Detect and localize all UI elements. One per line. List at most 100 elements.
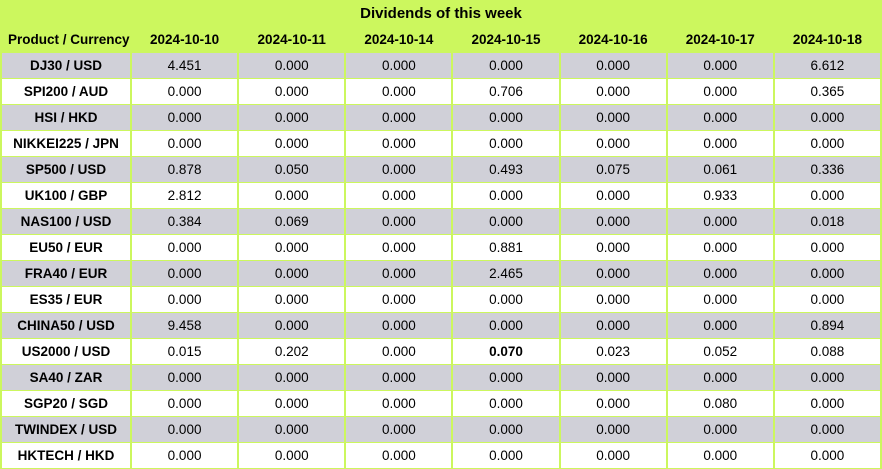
value-cell: 0.088 [772,338,882,365]
value-cell: 0.000 [129,260,240,287]
value-cell: 0.933 [665,182,775,209]
table-header-row: Product / Currency 2024-10-10 2024-10-11 2… [1,27,881,53]
value-cell: 0.493 [451,156,561,183]
value-cell: 0.000 [129,234,240,261]
product-cell: NIKKEI225 / JPN [0,130,132,157]
value-cell: 0.000 [558,208,668,235]
product-cell: SPI200 / AUD [0,78,132,105]
value-cell: 0.000 [772,260,882,287]
value-cell: 0.000 [558,364,668,391]
table-row: FRA40 / EUR 0.000 0.000 0.000 2.465 0.000 0.00… [0,260,882,287]
value-cell: 0.000 [344,156,454,183]
value-cell: 0.000 [558,442,668,469]
value-cell: 0.000 [451,286,561,313]
value-cell: 0.000 [451,52,561,79]
table-row: NAS100 / USD 0.384 0.069 0.000 0.000 0.000 0.0… [0,208,882,235]
table-row: SA40 / ZAR 0.000 0.000 0.000 0.000 0.000 0.000… [0,364,882,391]
table-row: UK100 / GBP 2.812 0.000 0.000 0.000 0.000 0.93… [0,182,882,209]
table-row: HKTECH / HKD 0.000 0.000 0.000 0.000 0.000 0.0… [0,442,882,469]
value-cell: 0.000 [451,442,561,469]
value-cell: 0.000 [772,442,882,469]
date-header-cell: 2024-10-14 [345,27,453,53]
value-cell: 0.000 [129,104,240,131]
value-cell: 0.061 [665,156,775,183]
value-cell: 0.075 [558,156,668,183]
value-cell: 0.000 [772,234,882,261]
table-row: DJ30 / USD 4.451 0.000 0.000 0.000 0.000 0.000… [0,52,882,79]
value-cell: 0.000 [772,364,882,391]
table-row: ES35 / EUR 0.000 0.000 0.000 0.000 0.000 0.000… [0,286,882,313]
product-cell: HSI / HKD [0,104,132,131]
value-cell: 0.000 [344,390,454,417]
value-cell: 0.000 [237,182,347,209]
date-header-cell: 2024-10-17 [666,27,774,53]
table-body: DJ30 / USD 4.451 0.000 0.000 0.000 0.000 0.000… [0,52,882,469]
table-row: HSI / HKD 0.000 0.000 0.000 0.000 0.000 0.000 0… [0,104,882,131]
value-cell: 0.000 [451,208,561,235]
value-cell: 0.894 [772,312,882,339]
value-cell: 0.000 [237,286,347,313]
value-cell: 0.052 [665,338,775,365]
value-cell: 0.000 [558,260,668,287]
value-cell: 0.000 [237,260,347,287]
product-cell: NAS100 / USD [0,208,132,235]
date-header-cell: 2024-10-16 [559,27,667,53]
value-cell: 0.000 [344,416,454,443]
value-cell: 0.000 [772,104,882,131]
value-cell: 0.000 [237,104,347,131]
date-header-cell: 2024-10-11 [238,27,346,53]
value-cell: 0.000 [129,286,240,313]
value-cell: 0.000 [558,130,668,157]
value-cell: 0.000 [558,104,668,131]
value-cell: 0.050 [237,156,347,183]
value-cell: 0.000 [451,312,561,339]
value-cell: 0.000 [237,312,347,339]
value-cell: 0.000 [665,416,775,443]
value-cell: 0.000 [451,182,561,209]
value-cell: 2.812 [129,182,240,209]
value-cell: 0.000 [665,442,775,469]
value-cell: 0.881 [451,234,561,261]
value-cell: 0.000 [665,286,775,313]
value-cell: 0.000 [558,182,668,209]
value-cell: 0.000 [772,390,882,417]
value-cell: 0.000 [237,364,347,391]
value-cell: 0.000 [344,286,454,313]
value-cell: 0.069 [237,208,347,235]
value-cell: 0.000 [451,364,561,391]
value-cell: 0.384 [129,208,240,235]
table-row: SPI200 / AUD 0.000 0.000 0.000 0.706 0.000 0.0… [0,78,882,105]
value-cell: 0.000 [772,182,882,209]
table-row: SGP20 / SGD 0.000 0.000 0.000 0.000 0.000 0.08… [0,390,882,417]
value-cell: 0.000 [344,442,454,469]
value-cell: 0.878 [129,156,240,183]
value-cell: 0.000 [129,364,240,391]
value-cell: 0.000 [344,104,454,131]
table-row: TWINDEX / USD 0.000 0.000 0.000 0.000 0.000 0.… [0,416,882,443]
value-cell: 0.000 [129,78,240,105]
product-cell: ES35 / EUR [0,286,132,313]
value-cell: 0.000 [665,208,775,235]
value-cell: 0.365 [772,78,882,105]
value-cell: 0.000 [665,104,775,131]
value-cell: 0.000 [558,78,668,105]
value-cell: 0.000 [558,416,668,443]
value-cell: 0.000 [558,312,668,339]
value-cell: 0.000 [344,130,454,157]
value-cell: 0.000 [237,442,347,469]
value-cell: 0.000 [665,312,775,339]
value-cell: 0.018 [772,208,882,235]
value-cell: 0.000 [772,286,882,313]
value-cell: 0.000 [665,130,775,157]
value-cell: 0.000 [237,416,347,443]
value-cell: 0.000 [237,78,347,105]
date-header-cell: 2024-10-10 [131,27,239,53]
table-title: Dividends of this week [1,0,881,27]
table-row: EU50 / EUR 0.000 0.000 0.000 0.881 0.000 0.000… [0,234,882,261]
value-cell: 0.000 [558,234,668,261]
value-cell: 0.000 [344,260,454,287]
value-cell: 0.000 [237,130,347,157]
value-cell: 0.015 [129,338,240,365]
value-cell: 0.000 [344,78,454,105]
